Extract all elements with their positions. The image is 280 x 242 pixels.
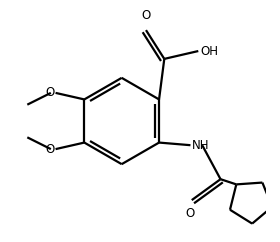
Text: O: O [186, 207, 195, 220]
Text: OH: OH [200, 45, 218, 58]
Text: NH: NH [192, 139, 209, 152]
Text: O: O [141, 9, 151, 22]
Text: O: O [45, 86, 54, 99]
Text: O: O [45, 143, 54, 156]
